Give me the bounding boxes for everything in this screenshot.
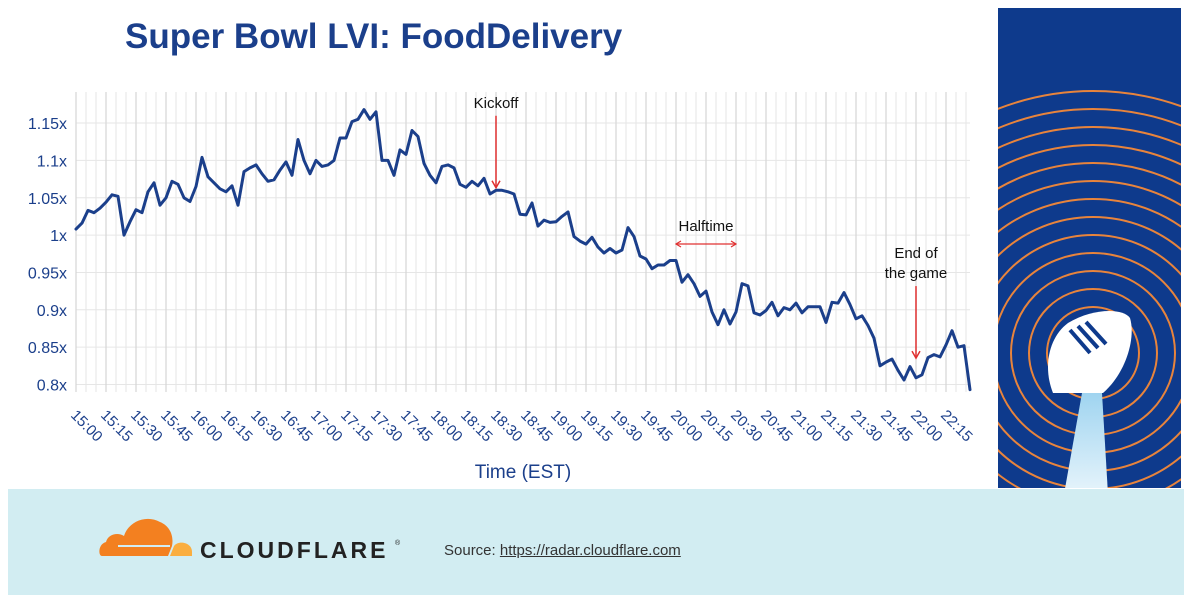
annotation-arrowhead: [911, 350, 921, 360]
x-tick-label: 21:15: [817, 407, 856, 446]
x-tick-label: 19:15: [577, 407, 616, 446]
x-tick-label: 22:00: [907, 407, 946, 446]
series-line: [74, 108, 972, 392]
super-bowl-trophy-panel: [998, 8, 1181, 488]
x-tick-label: 15:15: [97, 407, 136, 446]
footer-background: [8, 489, 1184, 595]
y-tick-label: 1.1x: [37, 153, 67, 170]
x-tick-label: 20:45: [757, 407, 796, 446]
x-tick-label: 18:30: [487, 407, 526, 446]
y-tick-label: 1.15x: [28, 116, 67, 133]
y-tick-label: 0.95x: [28, 265, 67, 282]
x-axis-label: Time (EST): [475, 462, 571, 483]
x-tick-label: 15:30: [127, 407, 166, 446]
x-tick-label: 17:45: [397, 407, 436, 446]
y-tick-label: 0.85x: [28, 340, 67, 357]
x-tick-label: 16:45: [277, 407, 316, 446]
source-note: Source: https://radar.cloudflare.com: [444, 542, 681, 559]
x-tick-label: 18:00: [427, 407, 466, 446]
x-tick-label: 19:30: [607, 407, 646, 446]
x-tick-label: 15:00: [67, 407, 106, 446]
x-tick-label: 21:45: [877, 407, 916, 446]
x-tick-label: 17:15: [337, 407, 376, 446]
x-tick-label: 18:15: [457, 407, 496, 446]
x-tick-label: 20:00: [667, 407, 706, 446]
x-tick-label: 15:45: [157, 407, 196, 446]
cloud-logo-icon: [99, 518, 192, 556]
line-chart: 0.8x 0.85x 0.9x 0.95x 1x 1.05x 1.1x 1.15x 15:00…: [28, 92, 976, 483]
annotation-label: the game: [885, 265, 948, 282]
x-tick-label: 16:00: [187, 407, 226, 446]
x-tick-label: 17:30: [367, 407, 406, 446]
chart-title: Super Bowl LVI: FoodDelivery: [125, 17, 623, 56]
x-tick-label: 22:15: [937, 407, 976, 446]
y-tick-label: 0.9x: [37, 303, 67, 320]
footer: [0, 489, 1186, 606]
x-tick-label: 17:00: [307, 407, 346, 446]
brand-name: CLOUDFLARE: [200, 537, 389, 563]
y-tick-label: 0.8x: [37, 378, 67, 395]
annotation-label: End of: [894, 245, 938, 262]
x-tick-label: 16:15: [217, 407, 256, 446]
x-tick-label: 16:30: [247, 407, 286, 446]
annotation-label: Halftime: [678, 218, 733, 235]
x-tick-label: 21:30: [847, 407, 886, 446]
annotation-arrowhead: [491, 180, 501, 190]
source-link[interactable]: https://radar.cloudflare.com: [499, 542, 681, 559]
y-tick-label: 1x: [50, 228, 67, 245]
source-prefix: Source:: [444, 542, 500, 559]
x-tick-label: 19:00: [547, 407, 586, 446]
annotation-label: Kickoff: [474, 95, 520, 112]
annotation-arrowhead: [730, 240, 738, 248]
x-tick-label: 21:00: [787, 407, 826, 446]
x-tick-label: 19:45: [637, 407, 676, 446]
x-tick-label: 20:30: [727, 407, 766, 446]
x-tick-label: 18:45: [517, 407, 556, 446]
y-tick-label: 1.05x: [28, 191, 67, 208]
trademark: ®: [395, 540, 401, 547]
x-tick-label: 20:15: [697, 407, 736, 446]
trophy-icon: [1048, 311, 1132, 488]
annotation-arrowhead: [674, 240, 682, 248]
